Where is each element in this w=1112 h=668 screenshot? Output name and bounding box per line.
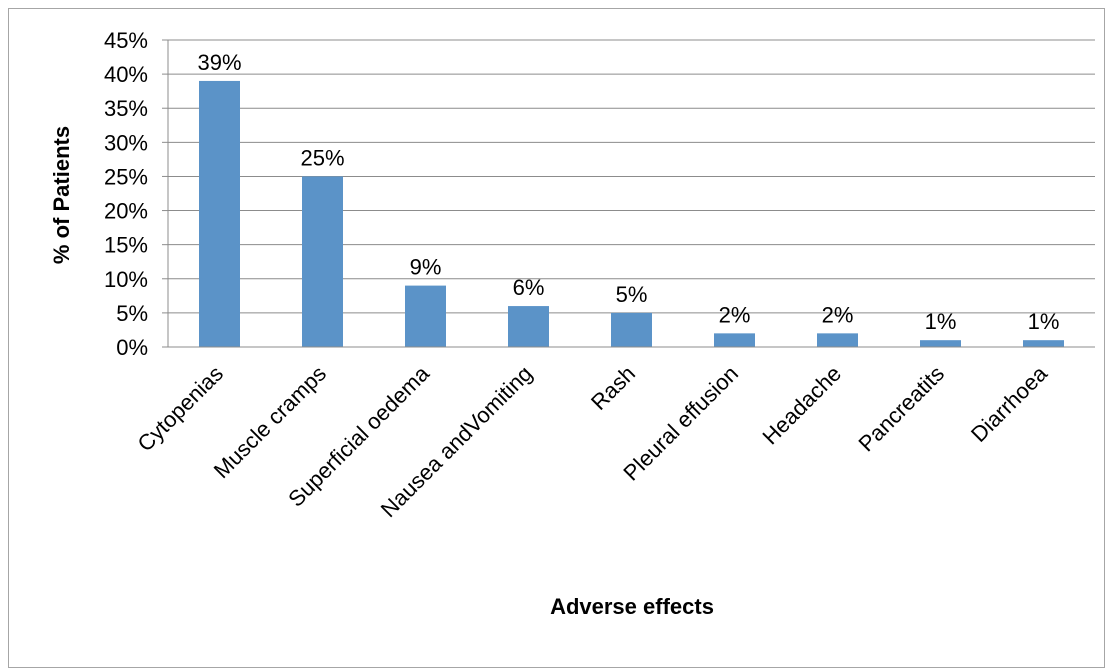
data-label: 2% <box>719 302 751 327</box>
data-labels: 39% 25% 9% 6% 5% 2% 2% 1% 1% <box>197 50 1059 334</box>
data-label: 6% <box>513 275 545 300</box>
data-label: 1% <box>925 309 957 334</box>
y-tick-label: 0% <box>116 335 148 360</box>
axes <box>167 40 1095 348</box>
bar <box>199 80 240 347</box>
data-label: 5% <box>616 282 648 307</box>
data-label: 39% <box>197 50 241 75</box>
bar-chart: 0% 5% 10% 15% 20% 25% 30% 35% 40% 45% CytopeniasM… <box>49 28 1095 619</box>
y-tick-label: 30% <box>104 130 148 155</box>
y-tick-labels: 0% 5% 10% 15% 20% 25% 30% 35% 40% 45% <box>104 28 168 360</box>
y-tick-label: 20% <box>104 199 148 224</box>
y-tick-label: 25% <box>104 164 148 189</box>
x-axis-title: Adverse effects <box>550 594 714 619</box>
x-tick-label: Pancreatits <box>854 361 950 457</box>
y-tick-label: 5% <box>116 301 148 326</box>
bar <box>714 333 755 347</box>
x-tick-label: Cytopenias <box>133 361 229 457</box>
bars <box>199 80 1064 347</box>
y-tick-label: 10% <box>104 267 148 292</box>
bar <box>920 340 961 347</box>
data-label: 9% <box>410 255 442 280</box>
bar <box>611 312 652 347</box>
y-tick-label: 35% <box>104 96 148 121</box>
y-tick-label: 45% <box>104 28 148 53</box>
data-label: 2% <box>822 302 854 327</box>
y-tick-label: 15% <box>104 233 148 258</box>
bar <box>302 176 343 347</box>
y-axis-title: % of Patients <box>49 126 74 264</box>
x-tick-label: Diarrhoea <box>966 360 1053 447</box>
data-label: 25% <box>300 145 344 170</box>
bar <box>1023 340 1064 347</box>
x-tick-label: Rash <box>586 361 640 415</box>
x-tick-label: Headache <box>757 361 846 450</box>
data-label: 1% <box>1028 309 1060 334</box>
bar <box>817 333 858 347</box>
y-tick-label: 40% <box>104 62 148 87</box>
bar <box>508 306 549 347</box>
bar <box>405 285 446 347</box>
